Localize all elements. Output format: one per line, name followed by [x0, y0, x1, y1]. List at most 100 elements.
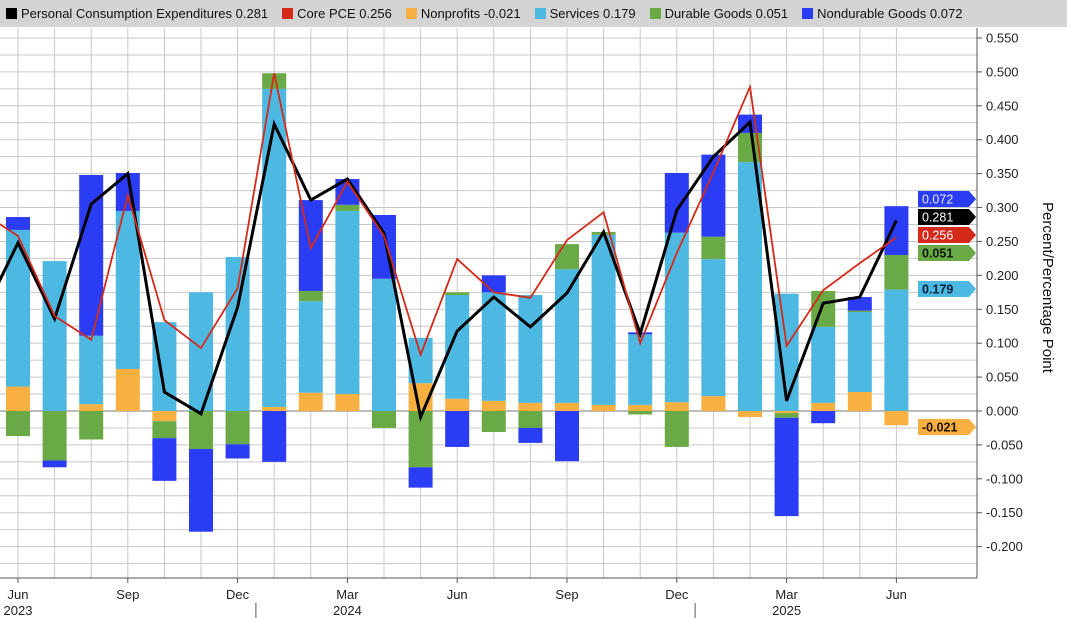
y-tick-label: 0.150	[986, 302, 1019, 317]
y-tick-label: 0.550	[986, 30, 1019, 45]
y-tick-label: 0.250	[986, 234, 1019, 249]
bar-services	[628, 334, 653, 405]
bar-durable-goods	[225, 411, 250, 445]
x-tick-label: Sep	[116, 587, 139, 602]
legend-swatch	[802, 8, 814, 19]
bar-nonprofits	[115, 368, 140, 411]
bar-durable-goods	[664, 411, 689, 447]
bar-services	[262, 88, 287, 407]
x-tick-label: Jun	[447, 587, 468, 602]
bar-nondurable-goods	[42, 460, 67, 468]
bar-nonprofits	[628, 404, 653, 411]
bar-nonprofits	[335, 394, 360, 411]
bar-services	[738, 162, 762, 411]
legend-swatch	[649, 8, 661, 19]
y-tick-label: 0.200	[986, 268, 1019, 283]
bar-nonprofits	[518, 402, 543, 411]
bar-nonprofits	[262, 406, 287, 411]
bar-nonprofits	[738, 411, 762, 418]
bar-nondurable-goods	[6, 217, 30, 230]
value-tag	[918, 227, 976, 243]
x-year-label: 2023	[4, 603, 33, 618]
bar-nondurable-goods	[445, 411, 470, 447]
bar-services	[372, 278, 396, 411]
bar-durable-goods	[79, 411, 104, 440]
bar-nondurable-goods	[518, 427, 543, 443]
x-year-label: 2025	[772, 603, 801, 618]
bar-durable-goods	[445, 292, 470, 296]
bar-services	[847, 311, 872, 393]
legend-item[interactable]: Nonprofits -0.021	[405, 6, 521, 21]
bar-nondurable-goods	[811, 411, 836, 424]
bar-durable-goods	[481, 411, 506, 433]
line-core-pce	[0, 73, 897, 358]
bar-durable-goods	[335, 204, 360, 211]
bar-nonprofits	[481, 400, 506, 411]
bar-durable-goods	[42, 411, 67, 461]
legend-item[interactable]: Core PCE 0.256	[282, 6, 392, 21]
bar-durable-goods	[189, 411, 213, 449]
x-tick-label: Dec	[226, 587, 250, 602]
bar-services	[42, 261, 67, 411]
bar-services	[884, 289, 909, 411]
legend-label: Personal Consumption Expenditures 0.281	[21, 6, 269, 21]
bar-durable-goods	[298, 290, 323, 302]
y-tick-label: -0.050	[986, 437, 1023, 452]
y-axis-label: Percent/Percentage Point	[1039, 202, 1056, 374]
bar-nonprofits	[79, 404, 104, 411]
legend-label: Nondurable Goods 0.072	[817, 6, 963, 21]
bar-services	[664, 232, 689, 403]
y-tick-label: 0.050	[986, 370, 1019, 385]
value-tag-label: 0.051	[922, 247, 953, 261]
bar-services	[518, 295, 543, 403]
bar-services	[335, 210, 360, 395]
value-tag-label: -0.021	[922, 421, 957, 435]
legend: Personal Consumption Expenditures 0.281 C…	[0, 0, 1067, 27]
bar-services	[115, 210, 140, 369]
x-tick-label: Dec	[665, 587, 689, 602]
y-tick-label: 0.000	[986, 404, 1019, 419]
legend-swatch	[405, 8, 417, 19]
bar-durable-goods	[884, 255, 909, 290]
bar-durable-goods	[628, 411, 653, 415]
legend-item[interactable]: Services 0.179	[534, 6, 636, 21]
legend-label: Services 0.179	[549, 6, 636, 21]
x-tick-label: Jun	[886, 587, 907, 602]
bar-services	[481, 292, 506, 401]
bar-nondurable-goods	[664, 172, 689, 233]
bar-services	[298, 301, 323, 393]
value-tag-label: 0.179	[922, 283, 953, 297]
y-tick-label: 0.500	[986, 64, 1019, 79]
legend-item[interactable]: Personal Consumption Expenditures 0.281	[6, 6, 268, 21]
value-tag	[918, 245, 976, 261]
bar-nondurable-goods	[847, 297, 872, 311]
bar-nonprofits	[591, 404, 616, 411]
legend-item[interactable]: Durable Goods 0.051	[649, 6, 788, 21]
y-tick-label: 0.350	[986, 166, 1019, 181]
value-tag	[918, 209, 976, 225]
bar-nonprofits	[774, 411, 799, 414]
bar-durable-goods	[518, 411, 543, 428]
value-tag-label: 0.281	[922, 211, 953, 225]
bar-services	[79, 335, 104, 405]
y-tick-label: 0.450	[986, 98, 1019, 113]
x-year-label: 2024	[333, 603, 362, 618]
bar-nondurable-goods	[884, 206, 909, 256]
value-tag-label: 0.072	[922, 193, 953, 207]
bar-nonprofits	[811, 402, 836, 411]
legend-item[interactable]: Nondurable Goods 0.072	[802, 6, 962, 21]
y-tick-label: 0.100	[986, 336, 1019, 351]
bar-durable-goods	[6, 411, 30, 437]
bar-nonprofits	[701, 396, 726, 411]
bar-nonprofits	[555, 402, 579, 411]
bar-durable-goods	[847, 310, 872, 312]
bar-services	[555, 269, 579, 403]
y-tick-label: -0.150	[986, 505, 1023, 520]
bar-nonprofits	[884, 411, 909, 426]
bar-nondurable-goods	[774, 417, 799, 517]
bar-nonprofits	[298, 392, 323, 411]
value-tag	[918, 191, 976, 207]
x-tick-label: Jun	[8, 587, 29, 602]
y-tick-label: -0.100	[986, 471, 1023, 486]
